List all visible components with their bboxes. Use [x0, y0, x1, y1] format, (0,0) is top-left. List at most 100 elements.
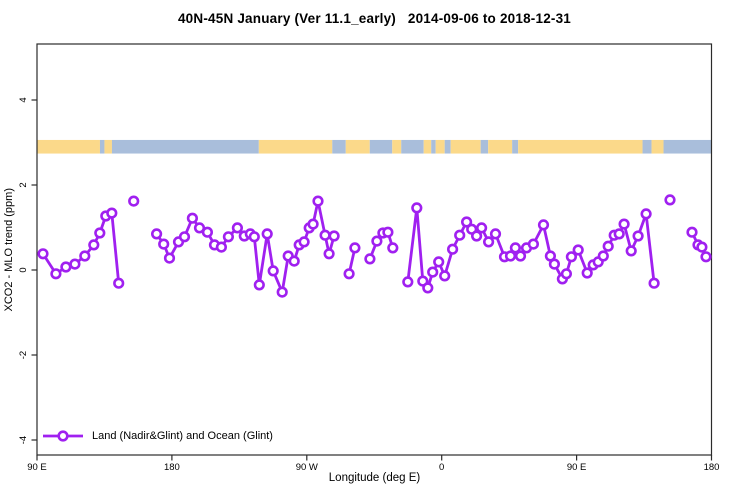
data-point: [50, 268, 62, 280]
land-ocean-band-land-segment: [104, 139, 112, 154]
data-point: [158, 238, 170, 250]
data-point: [461, 216, 473, 228]
y-tick-label: 4: [18, 97, 29, 102]
data-point: [483, 236, 495, 248]
data-point: [261, 228, 273, 240]
data-point: [700, 251, 712, 263]
land-ocean-band-ocean-segment: [111, 139, 259, 154]
data-point: [548, 258, 561, 270]
data-point: [328, 230, 340, 242]
y-tick-label: 0: [18, 267, 29, 272]
data-point: [69, 258, 81, 270]
data-point: [307, 218, 319, 230]
land-ocean-band-land-segment: [258, 139, 333, 154]
data-point: [288, 255, 300, 267]
data-point: [402, 276, 414, 288]
land-ocean-band-land-segment: [518, 139, 643, 154]
y-axis-label-wrap: XCO2 - MLO trend (ppm): [1, 0, 17, 500]
data-point: [201, 226, 213, 238]
data-point: [664, 194, 676, 206]
data-point: [411, 202, 423, 214]
data-point: [504, 250, 517, 262]
data-point: [106, 207, 118, 219]
data-point: [618, 218, 630, 230]
data-point: [382, 226, 394, 238]
y-tick-label: 2: [18, 182, 29, 187]
land-ocean-band-land-segment: [392, 139, 402, 154]
series-line: [155, 199, 336, 294]
y-tick-label: -4: [18, 436, 29, 444]
data-point: [565, 251, 578, 263]
data-point: [560, 268, 573, 280]
land-ocean-band-ocean-segment: [99, 139, 105, 154]
data-point: [640, 208, 652, 220]
data-point: [215, 241, 227, 253]
chart-title: 40N-45N January (Ver 11.1_early) 2014-09…: [177, 11, 572, 26]
land-ocean-band-ocean-segment: [642, 139, 652, 154]
data-point: [248, 231, 260, 243]
data-point: [60, 261, 72, 273]
data-point: [323, 248, 335, 260]
data-point: [527, 238, 540, 250]
data-point: [151, 228, 163, 240]
data-point: [387, 242, 399, 254]
data-point: [349, 242, 361, 254]
data-point: [298, 236, 310, 248]
data-point: [602, 240, 614, 252]
x-tick-label: 180: [704, 462, 720, 473]
land-ocean-band-ocean-segment: [480, 139, 489, 154]
land-ocean-band-land-segment: [345, 139, 370, 154]
data-point: [371, 235, 383, 247]
data-point: [514, 250, 527, 262]
data-point: [222, 231, 234, 243]
data-point: [88, 239, 100, 251]
data-point: [454, 229, 466, 241]
land-ocean-band-land-segment: [435, 139, 445, 154]
data-point: [186, 212, 198, 224]
land-ocean-band-ocean-segment: [369, 139, 393, 154]
data-point: [509, 242, 522, 254]
data-point: [231, 222, 243, 234]
land-ocean-band-land-segment: [488, 139, 513, 154]
land-ocean-band-ocean-segment: [401, 139, 424, 154]
data-point: [447, 243, 459, 255]
data-point: [94, 227, 106, 239]
x-tick-label: 180: [164, 462, 180, 473]
data-point: [128, 195, 140, 207]
data-point: [433, 256, 445, 268]
data-point: [696, 241, 708, 253]
data-point: [113, 277, 125, 289]
data-point: [193, 222, 206, 234]
x-tick-label: 0: [439, 462, 444, 473]
data-point: [319, 229, 331, 241]
data-point: [572, 244, 584, 256]
data-point: [439, 270, 451, 282]
data-point: [427, 266, 439, 278]
data-point: [163, 252, 176, 264]
land-ocean-band-land-segment: [37, 139, 100, 154]
legend-label: Land (Nadir&Glint) and Ocean (Glint): [92, 430, 273, 442]
data-point: [343, 268, 355, 280]
data-point: [178, 231, 191, 243]
data-point: [312, 195, 324, 207]
y-axis-label: XCO2 - MLO trend (ppm): [3, 188, 15, 312]
land-ocean-band-ocean-segment: [431, 139, 436, 154]
land-ocean-band-ocean-segment: [512, 139, 519, 154]
data-point: [613, 228, 625, 240]
data-point: [79, 250, 91, 262]
data-point: [648, 277, 660, 289]
data-point: [686, 226, 698, 238]
data-point: [597, 250, 609, 262]
y-tick-label: -2: [18, 351, 29, 359]
data-point: [276, 286, 288, 298]
x-axis-label: Longitude (deg E): [328, 472, 421, 484]
legend-marker-icon: [43, 430, 83, 442]
x-tick-label: 90 E: [27, 462, 47, 473]
data-point: [476, 222, 488, 234]
land-ocean-band-land-segment: [651, 139, 664, 154]
data-point: [364, 253, 376, 265]
x-tick-label: 90 W: [296, 462, 318, 473]
land-ocean-band-ocean-segment: [332, 139, 346, 154]
